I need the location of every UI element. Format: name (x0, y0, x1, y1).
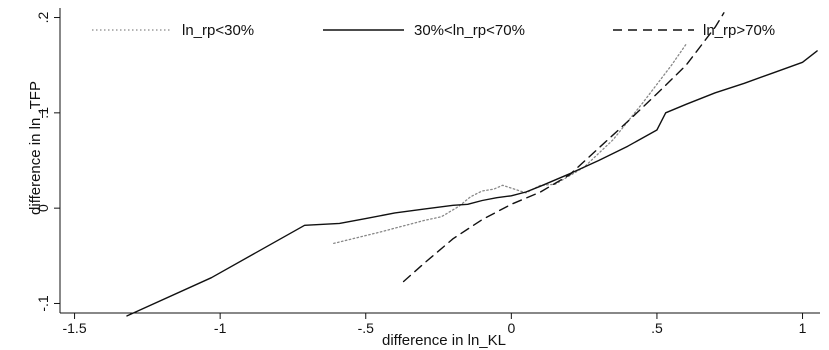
legend-label-1: ln_rp<30% (182, 22, 254, 39)
series-line-1 (333, 43, 687, 245)
x-tick-label: -1 (214, 320, 227, 336)
x-tick-label: 0 (507, 320, 515, 336)
series-line-3 (402, 12, 725, 283)
y-axis-title: difference in ln_TFP (27, 81, 44, 215)
legend-label-3: ln_rp>70% (703, 22, 775, 39)
x-tick-label: .5 (651, 320, 663, 336)
x-tick-label: -1.5 (62, 320, 86, 336)
x-axis-title: difference in ln_KL (382, 332, 506, 349)
x-tick-label: -.5 (358, 320, 375, 336)
plot-frame (59, 8, 820, 314)
series-line-2 (126, 50, 818, 317)
y-tick-label: -.1 (35, 295, 51, 312)
series-layer (126, 12, 818, 317)
x-axis: -1.5 -1 -.5 0 .5 1 (62, 313, 807, 336)
x-tick-label: 1 (799, 320, 807, 336)
y-tick-label: .1 (35, 107, 51, 119)
legend-label-2: 30%<ln_rp<70% (414, 22, 525, 39)
legend: ln_rp<30% 30%<ln_rp<70% ln_rp>70% (92, 22, 775, 39)
y-axis: -.1 0 .1 .2 (35, 11, 60, 312)
y-tick-label: 0 (35, 204, 51, 212)
y-tick-label: .2 (35, 11, 51, 23)
